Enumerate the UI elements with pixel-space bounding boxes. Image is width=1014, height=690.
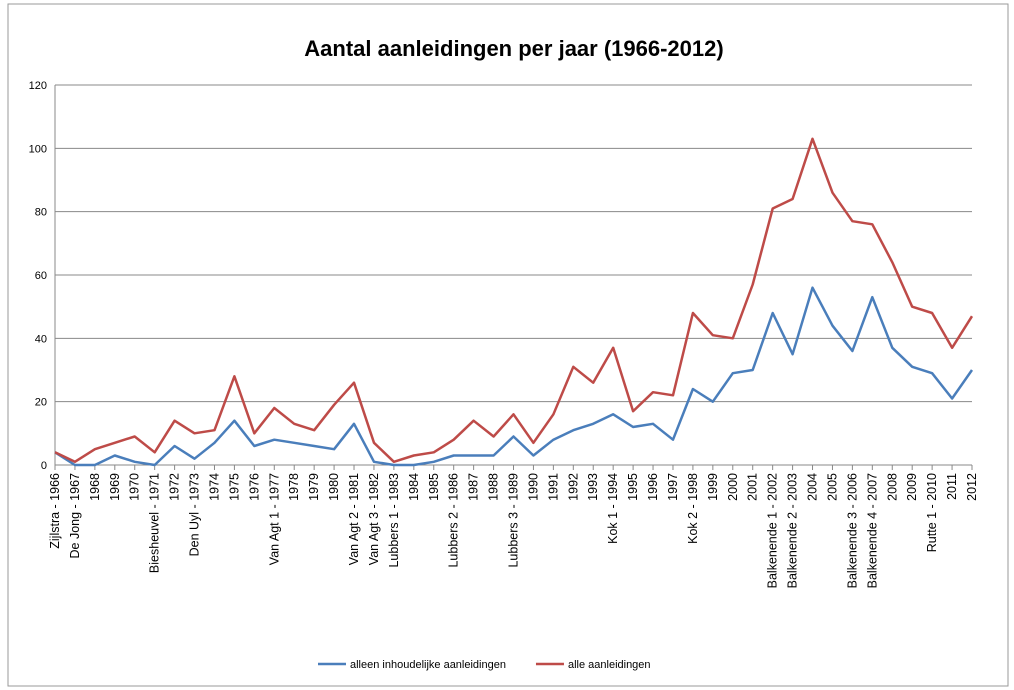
x-tick-label: 1987: [467, 473, 481, 501]
x-tick-label: 1968: [88, 473, 102, 501]
x-tick-label: 1975: [227, 473, 241, 501]
x-tick-label: 1995: [626, 473, 640, 501]
x-tick-label: 1969: [108, 473, 122, 501]
x-tick-label: 1979: [307, 473, 321, 501]
x-tick-label: Balkenende 3 - 2006: [845, 473, 859, 588]
x-tick-label: 1992: [566, 473, 580, 501]
x-tick-label: 1985: [427, 473, 441, 501]
x-tick-label: Biesheuvel - 1971: [148, 473, 162, 573]
x-tick-label: Van Agt 3 - 1982: [367, 473, 381, 565]
x-tick-label: 2001: [746, 473, 760, 501]
x-tick-label: 2004: [806, 473, 820, 501]
x-tick-label: 2012: [965, 473, 979, 501]
x-tick-label: 1993: [586, 473, 600, 501]
x-tick-label: Kok 1 - 1994: [606, 473, 620, 544]
x-tick-label: Lubbers 3 - 1989: [507, 473, 521, 568]
x-tick-label: Rutte 1 - 2010: [925, 473, 939, 552]
legend-label: alle aanleidingen: [568, 659, 651, 671]
x-tick-label: 2009: [905, 473, 919, 501]
x-tick-label: Balkenende 2 - 2003: [786, 473, 800, 588]
x-tick-label: 1990: [526, 473, 540, 501]
x-tick-label: Balkenende 1 - 2002: [766, 473, 780, 588]
x-tick-label: Balkenende 4 - 2007: [865, 473, 879, 588]
x-tick-label: Van Agt 1 - 1977: [267, 473, 281, 565]
x-tick-label: Lubbers 1 - 1983: [387, 473, 401, 568]
series-line: [54, 286, 974, 467]
x-tick-label: 1980: [327, 473, 341, 501]
x-tick-label: Van Agt 2 - 1981: [347, 473, 361, 565]
x-tick-label: 1972: [168, 473, 182, 501]
x-tick-label: 1999: [706, 473, 720, 501]
x-tick-label: 1970: [128, 473, 142, 501]
x-tick-label: 2011: [945, 473, 959, 500]
y-tick-label: 40: [35, 333, 47, 345]
x-tick-label: Kok 2 - 1998: [686, 473, 700, 544]
y-tick-label: 80: [35, 207, 47, 219]
x-tick-label: 1974: [207, 473, 221, 501]
x-tick-label: 2000: [726, 473, 740, 501]
x-tick-label: 2008: [885, 473, 899, 501]
x-tick-label: 1991: [546, 473, 560, 501]
chart-border: [7, 3, 1009, 687]
x-tick-label: 1996: [646, 473, 660, 501]
chart-title: Aantal aanleidingen per jaar (1966-2012): [304, 36, 723, 61]
x-tick-label: 1997: [666, 473, 680, 501]
x-tick-label: Den Uyl - 1973: [188, 473, 202, 556]
y-tick-label: 120: [29, 80, 47, 92]
x-tick-label: 1976: [247, 473, 261, 501]
y-tick-label: 0: [41, 460, 47, 472]
x-tick-label: Zijlstra - 1966: [48, 473, 62, 549]
y-tick-label: 60: [35, 270, 47, 282]
x-tick-label: 1988: [487, 473, 501, 501]
x-tick-label: 1978: [287, 473, 301, 501]
x-tick-label: Lubbers 2 - 1986: [447, 473, 461, 568]
y-tick-label: 100: [29, 143, 47, 155]
x-tick-label: 2005: [825, 473, 839, 501]
x-tick-label: De Jong - 1967: [68, 473, 82, 559]
x-tick-label: 1984: [407, 473, 421, 501]
legend-label: alleen inhoudelijke aanleidingen: [350, 659, 506, 671]
y-tick-label: 20: [35, 397, 47, 409]
series-line: [54, 137, 974, 464]
